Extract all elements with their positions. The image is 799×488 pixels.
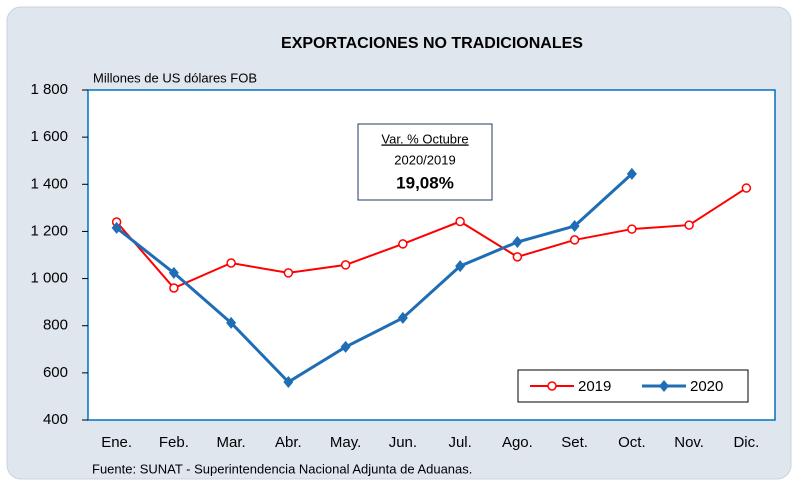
- point: [569, 235, 580, 245]
- series-line: [115, 172, 633, 384]
- x-tick-label: Mar.: [217, 434, 246, 451]
- point: [111, 221, 122, 234]
- x-tick-label: Feb.: [159, 434, 189, 451]
- y-tick-label: 600: [43, 364, 68, 381]
- point: [512, 252, 523, 262]
- point: [168, 266, 179, 279]
- legend-label: 2019: [578, 378, 611, 395]
- y-tick-label: 800: [43, 317, 68, 334]
- legend-marker: [659, 380, 669, 392]
- point: [340, 260, 351, 270]
- point: [283, 268, 294, 278]
- point: [398, 239, 408, 249]
- point: [455, 260, 466, 273]
- point: [169, 283, 179, 293]
- point: [397, 311, 408, 324]
- source: Fuente: SUNAT - Superintendencia Naciona…: [92, 461, 472, 476]
- y-axis-label: Millones de US dólares FOB: [93, 70, 257, 85]
- x-tick-label: Nov.: [674, 434, 704, 451]
- chart-title: EXPORTACIONES NO TRADICIONALES: [281, 35, 583, 52]
- x-tick-label: Ago.: [502, 434, 533, 451]
- series-line: [115, 187, 747, 290]
- point: [741, 183, 752, 193]
- annotation-title: Var. % Octubre: [381, 131, 468, 146]
- legend-marker: [547, 381, 557, 391]
- annotation-box: [357, 123, 493, 201]
- point: [455, 216, 465, 227]
- x-tick-label: Dic.: [733, 434, 759, 451]
- point: [283, 376, 294, 389]
- x-tick-label: May.: [330, 434, 361, 451]
- y-tick-label: 1 200: [30, 222, 68, 239]
- y-tick-label: 1 600: [30, 128, 68, 145]
- y-tick-label: 400: [43, 411, 68, 428]
- point: [226, 258, 236, 268]
- point: [626, 167, 637, 180]
- x-tick-label: Ene.: [101, 434, 132, 451]
- x-tick-label: Set.: [561, 434, 588, 451]
- y-tick-label: 1 800: [30, 81, 68, 98]
- x-tick-label: Jun.: [389, 434, 417, 451]
- point: [684, 220, 694, 230]
- x-tick-label: Abr.: [275, 434, 302, 451]
- x-tick-label: Jul.: [448, 434, 471, 451]
- legend-label: 2020: [690, 378, 723, 395]
- point: [512, 236, 523, 249]
- point: [627, 224, 637, 234]
- y-tick-label: 1 000: [30, 270, 68, 287]
- annotation-subtitle: 2020/2019: [394, 152, 455, 167]
- point: [569, 220, 580, 233]
- annotation-value: 19,08%: [396, 173, 454, 192]
- y-tick-label: 1 400: [30, 175, 68, 192]
- point: [226, 316, 237, 329]
- point: [340, 340, 351, 353]
- x-tick-label: Oct.: [618, 434, 646, 451]
